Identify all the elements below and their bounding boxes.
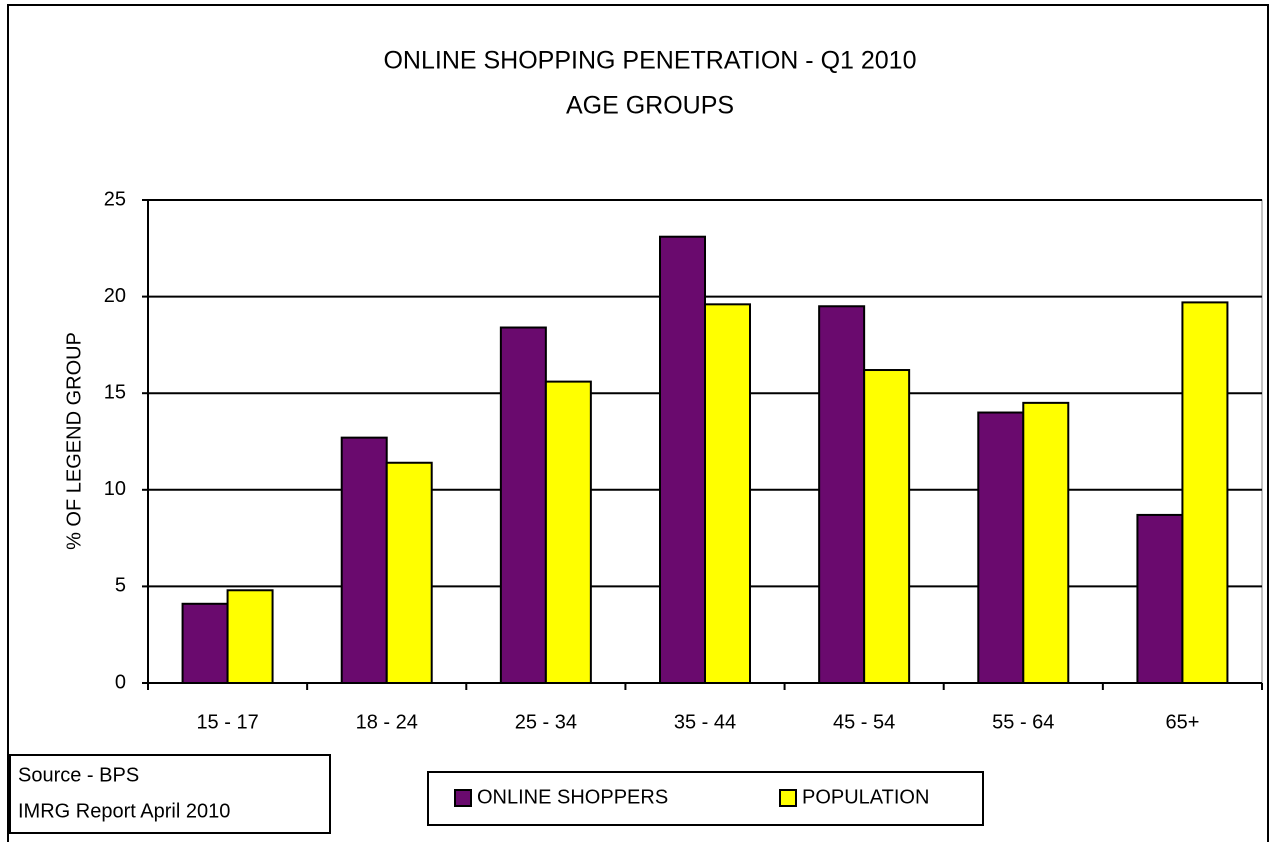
x-tick-label: 35 - 44: [674, 711, 736, 733]
bar: [226, 589, 274, 684]
x-tick-label: 18 - 24: [356, 711, 418, 733]
chart-subtitle: AGE GROUPS: [566, 92, 734, 120]
legend-label: POPULATION: [802, 786, 929, 808]
y-tick-label: 15: [104, 381, 126, 403]
bar: [1181, 301, 1229, 684]
bar: [181, 602, 229, 685]
y-tick-label: 5: [115, 575, 126, 597]
y-axis-label: % OF LEGEND GROUP: [63, 332, 85, 550]
bar: [818, 305, 866, 684]
bar: [544, 380, 592, 684]
x-tick-label: 25 - 34: [515, 711, 577, 733]
bar: [340, 436, 388, 684]
y-tick-label: 10: [104, 478, 126, 500]
source-line: Source - BPS: [18, 764, 139, 786]
source-box: [9, 754, 331, 834]
bar: [704, 303, 751, 684]
legend-swatch: [454, 789, 472, 807]
y-tick-label: 25: [104, 188, 126, 210]
bar: [977, 411, 1025, 684]
y-tick-label: 0: [115, 671, 126, 693]
bar: [1022, 401, 1070, 684]
y-tick-label: 20: [104, 285, 126, 307]
chart-title: ONLINE SHOPPING PENETRATION - Q1 2010: [383, 47, 916, 75]
x-tick-label: 15 - 17: [196, 711, 258, 733]
source-line: IMRG Report April 2010: [18, 800, 230, 822]
legend-label: ONLINE SHOPPERS: [477, 786, 668, 808]
bar: [1136, 513, 1184, 685]
legend-swatch: [779, 789, 797, 807]
bar: [499, 326, 547, 684]
bar: [659, 235, 706, 684]
x-tick-label: 55 - 64: [992, 711, 1054, 733]
x-tick-label: 65+: [1165, 711, 1199, 733]
bar: [863, 369, 911, 684]
legend-box: [427, 771, 984, 826]
bar: [385, 461, 433, 685]
x-tick-label: 45 - 54: [833, 711, 895, 733]
